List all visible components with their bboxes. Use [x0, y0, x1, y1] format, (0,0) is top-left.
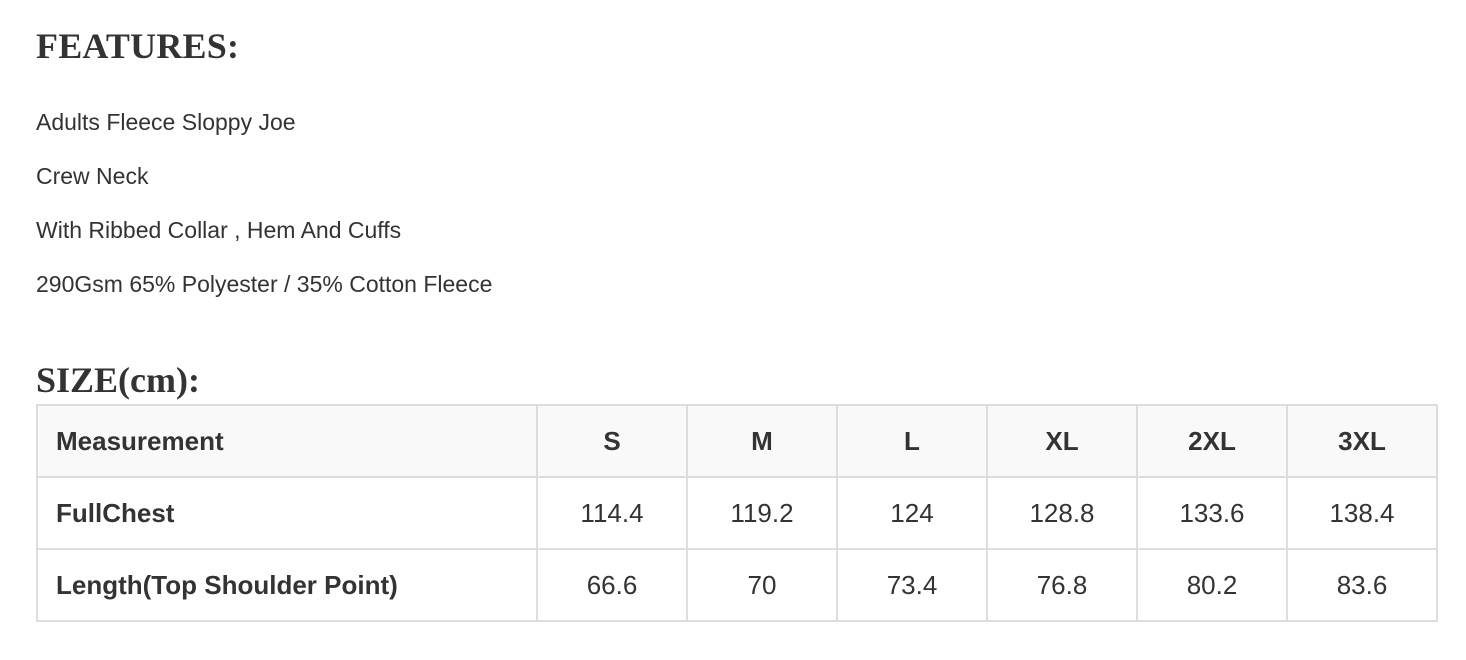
table-cell: 73.4	[836, 548, 988, 622]
feature-item: 290Gsm 65% Polyester / 35% Cotton Fleece	[36, 271, 493, 297]
header-size-l: L	[836, 404, 988, 478]
table-cell: 80.2	[1136, 548, 1288, 622]
table-cell: 128.8	[986, 476, 1138, 550]
feature-item: With Ribbed Collar , Hem And Cuffs	[36, 217, 402, 243]
row-label-full-chest: FullChest	[36, 476, 538, 550]
feature-item: Crew Neck	[36, 163, 149, 189]
table-cell: 66.6	[536, 548, 688, 622]
table-cell: 133.6	[1136, 476, 1288, 550]
table-header-row: Measurement S M L XL 2XL 3XL	[36, 404, 1438, 478]
table-cell: 119.2	[686, 476, 838, 550]
table-row: Length(Top Shoulder Point) 66.6 70 73.4 …	[36, 548, 1438, 622]
table-row: FullChest 114.4 119.2 124 128.8 133.6 13…	[36, 476, 1438, 550]
header-size-2xl: 2XL	[1136, 404, 1288, 478]
table-cell: 70	[686, 548, 838, 622]
size-chart-table: Measurement S M L XL 2XL 3XL FullChest 1…	[36, 404, 1438, 622]
feature-item: Adults Fleece Sloppy Joe	[36, 109, 296, 135]
table-cell: 76.8	[986, 548, 1138, 622]
header-size-xl: XL	[986, 404, 1138, 478]
row-label-length: Length(Top Shoulder Point)	[36, 548, 538, 622]
features-list: Adults Fleece Sloppy Joe Crew Neck With …	[36, 107, 492, 323]
size-heading: SIZE(cm):	[36, 360, 200, 400]
table-cell: 83.6	[1286, 548, 1438, 622]
table-cell: 124	[836, 476, 988, 550]
features-heading: FEATURES:	[36, 26, 240, 66]
header-measurement: Measurement	[36, 404, 538, 478]
header-size-s: S	[536, 404, 688, 478]
table-cell: 114.4	[536, 476, 688, 550]
table-cell: 138.4	[1286, 476, 1438, 550]
header-size-m: M	[686, 404, 838, 478]
header-size-3xl: 3XL	[1286, 404, 1438, 478]
